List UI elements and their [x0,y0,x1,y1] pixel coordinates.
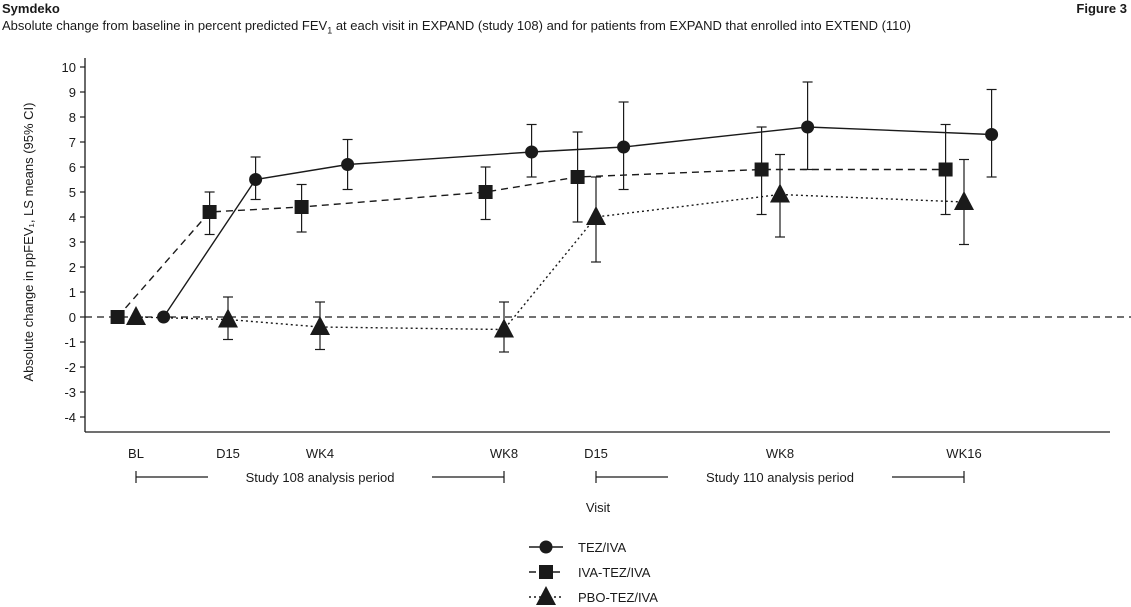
y-tick-label: 6 [69,160,76,175]
data-point [218,308,238,328]
legend-marker [539,565,553,579]
series-line [135,193,965,331]
y-tick-label: 7 [69,135,76,150]
data-point [310,316,330,335]
legend-marker [539,540,553,554]
data-point [294,200,309,214]
y-tick-label: -2 [64,360,76,375]
data-point [525,145,539,159]
data-point [110,310,125,324]
y-tick-label: 4 [69,210,76,225]
x-axis-label: Visit [586,500,611,515]
data-point [157,310,171,324]
data-point [985,128,999,141]
period-label: Study 108 analysis period [246,470,395,485]
data-point [494,318,514,338]
data-point [586,206,606,225]
data-point [754,162,769,177]
legend-label: IVA-TEZ/IVA [578,565,651,580]
y-tick-label: 0 [69,310,76,325]
series-line [117,168,946,318]
product-name: Symdeko [2,1,60,16]
x-tick-label: WK8 [490,446,518,461]
y-tick-label: -3 [64,385,76,400]
legend-label: TEZ/IVA [578,540,626,555]
data-point [202,205,217,219]
x-tick-label: D15 [216,446,240,461]
data-point [341,158,355,171]
y-tick-label: 10 [62,60,76,75]
subtitle-part-2: at each visit in EXPAND (study 108) and … [332,18,911,33]
subtitle-part-1: Absolute change from baseline in percent… [2,18,328,33]
y-axis-label: Absolute change in ppFEV₁, LS means (95%… [21,103,36,382]
x-tick-label: D15 [584,446,608,461]
y-tick-label: 5 [69,185,76,200]
x-tick-label: WK8 [766,446,794,461]
y-tick-label: 9 [69,85,76,100]
x-tick-label: WK4 [306,446,334,461]
y-tick-label: 8 [69,110,76,125]
subtitle-subscript: 1 [327,25,333,36]
figure-label: Figure 3 [1076,1,1127,16]
data-point [801,120,815,134]
data-point [478,185,493,199]
x-tick-label: WK16 [946,446,981,461]
data-point [249,173,263,186]
data-point [770,183,790,203]
x-tick-label: BL [128,446,144,461]
legend-label: PBO-TEZ/IVA [578,590,658,605]
y-tick-label: 3 [69,235,76,250]
y-tick-label: 2 [69,260,76,275]
data-point [617,140,631,154]
data-point [938,162,953,177]
chart-subtitle: Absolute change from baseline in percent… [2,18,911,36]
period-label: Study 110 analysis period [706,470,854,485]
data-point [954,191,974,210]
data-point [126,306,146,325]
data-point [570,170,585,184]
legend-marker [536,586,556,605]
y-tick-label: 1 [69,285,76,300]
y-tick-label: -4 [64,410,76,425]
y-tick-label: -1 [64,335,76,350]
